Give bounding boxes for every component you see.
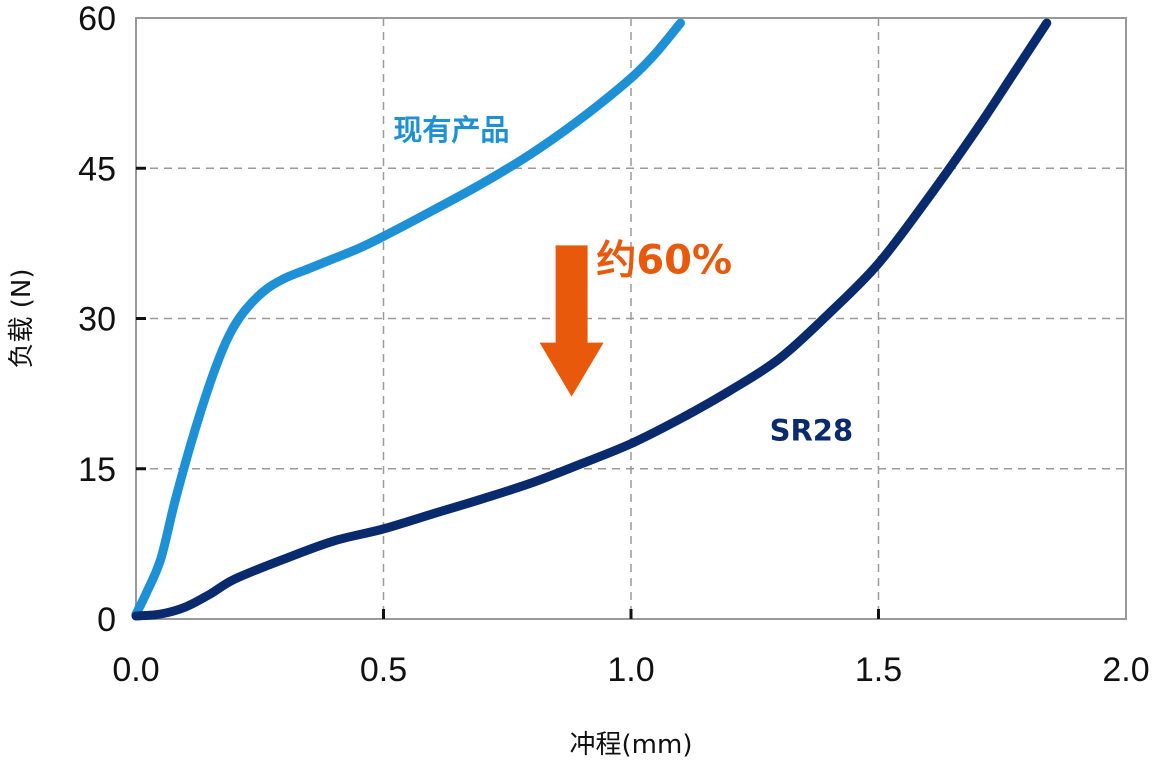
x-tick-label: 0.0 <box>112 651 159 689</box>
grid-lines <box>136 18 1126 619</box>
annotation-label: 现有产品 <box>393 113 509 147</box>
tick-marks <box>136 166 880 619</box>
y-axis-label: 负载 (N) <box>7 268 37 368</box>
y-tick-label: 15 <box>78 451 116 489</box>
reduction-arrow <box>539 245 604 397</box>
y-tick-label: 0 <box>97 601 116 639</box>
x-tick-label: 0.5 <box>360 651 407 689</box>
x-tick-label: 1.5 <box>855 651 902 689</box>
x-axis-label: 冲程(mm) <box>570 730 693 760</box>
series-lines <box>131 18 1052 621</box>
annotations: 约60% 现有产品 SR28 <box>393 113 853 448</box>
y-tick-label: 30 <box>78 301 116 339</box>
series-line-0 <box>131 18 685 619</box>
down-arrow-icon <box>539 245 604 397</box>
x-tick-labels: 0.0 0.5 1.0 1.5 2.0 <box>112 651 1149 689</box>
series-line-1 <box>131 18 1052 621</box>
x-tick-label: 1.0 <box>607 651 654 689</box>
y-tick-label: 45 <box>78 150 116 188</box>
x-tick-label: 2.0 <box>1102 651 1149 689</box>
annotation-label: 约60% <box>596 237 732 283</box>
y-tick-label: 60 <box>78 0 116 38</box>
annotation-label: SR28 <box>770 414 854 448</box>
y-tick-labels: 0 15 30 45 60 <box>78 0 116 639</box>
